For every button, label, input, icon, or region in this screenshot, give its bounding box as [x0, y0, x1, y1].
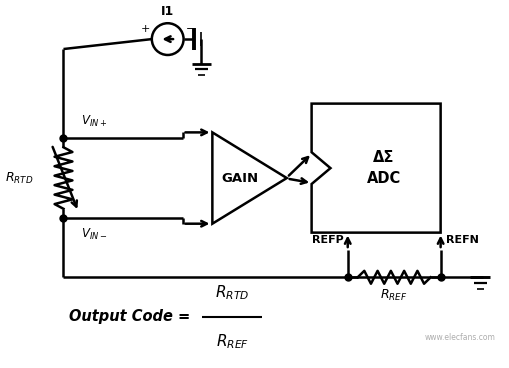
Text: $R_{RTD}$: $R_{RTD}$	[5, 170, 34, 185]
Text: I1: I1	[161, 5, 174, 18]
Text: −: −	[185, 24, 194, 34]
Text: GAIN: GAIN	[221, 171, 258, 184]
Text: REFP: REFP	[312, 235, 343, 245]
Text: Output Code =: Output Code =	[69, 309, 194, 325]
Text: $V_{IN-}$: $V_{IN-}$	[81, 227, 107, 242]
Text: +: +	[140, 24, 150, 34]
Text: $V_{IN+}$: $V_{IN+}$	[81, 114, 107, 130]
Text: ΔΣ
ADC: ΔΣ ADC	[366, 150, 400, 186]
Text: www.elecfans.com: www.elecfans.com	[423, 333, 494, 342]
Text: REFN: REFN	[445, 235, 477, 245]
Text: $R_{REF}$: $R_{REF}$	[215, 332, 248, 351]
Text: $R_{RTD}$: $R_{RTD}$	[215, 283, 249, 302]
Text: $R_{REF}$: $R_{REF}$	[380, 288, 407, 303]
